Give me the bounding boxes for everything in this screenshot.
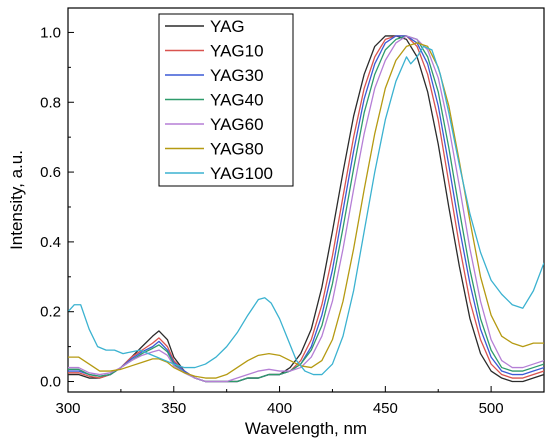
plot-area-frame (67, 7, 545, 393)
y-tick-label: 0.6 (40, 164, 61, 181)
legend: YAG YAG10 YAG30 YAG40 YAG60 YAG80 YAG100 (158, 13, 294, 187)
y-tick-label: 0.0 (40, 374, 61, 391)
series-line-yag40 (68, 35, 544, 383)
series-layer (68, 35, 544, 383)
x-axis-title: Wavelength, nm (245, 419, 367, 438)
x-tick-label: 450 (373, 400, 398, 417)
legend-label: YAG10 (210, 42, 264, 61)
legend-label: YAG (210, 17, 245, 36)
y-tick-label: 1.0 (40, 24, 61, 41)
legend-label: YAG30 (210, 66, 264, 85)
y-tick-label: 0.2 (40, 304, 61, 321)
x-tick-label: 500 (479, 400, 504, 417)
series-line-yag10 (68, 35, 544, 383)
x-tick-label: 300 (55, 400, 80, 417)
series-line-yag (68, 35, 544, 383)
y-axis: 0.0 0.2 0.4 0.6 0.8 1.0 (40, 24, 74, 391)
y-tick-label: 0.4 (40, 234, 61, 251)
legend-label: YAG60 (210, 115, 264, 134)
series-line-yag30 (68, 35, 544, 383)
x-tick-label: 350 (161, 400, 186, 417)
series-line-yag60 (68, 35, 544, 383)
x-axis: 300 350 400 450 500 (55, 386, 545, 417)
y-axis-title: Intensity, a.u. (7, 150, 26, 250)
y-tick-label: 0.8 (40, 94, 61, 111)
legend-label: YAG80 (210, 140, 264, 159)
series-line-yag100 (68, 45, 544, 376)
legend-label: YAG100 (210, 164, 273, 183)
x-tick-label: 400 (267, 400, 292, 417)
legend-label: YAG40 (210, 91, 264, 110)
